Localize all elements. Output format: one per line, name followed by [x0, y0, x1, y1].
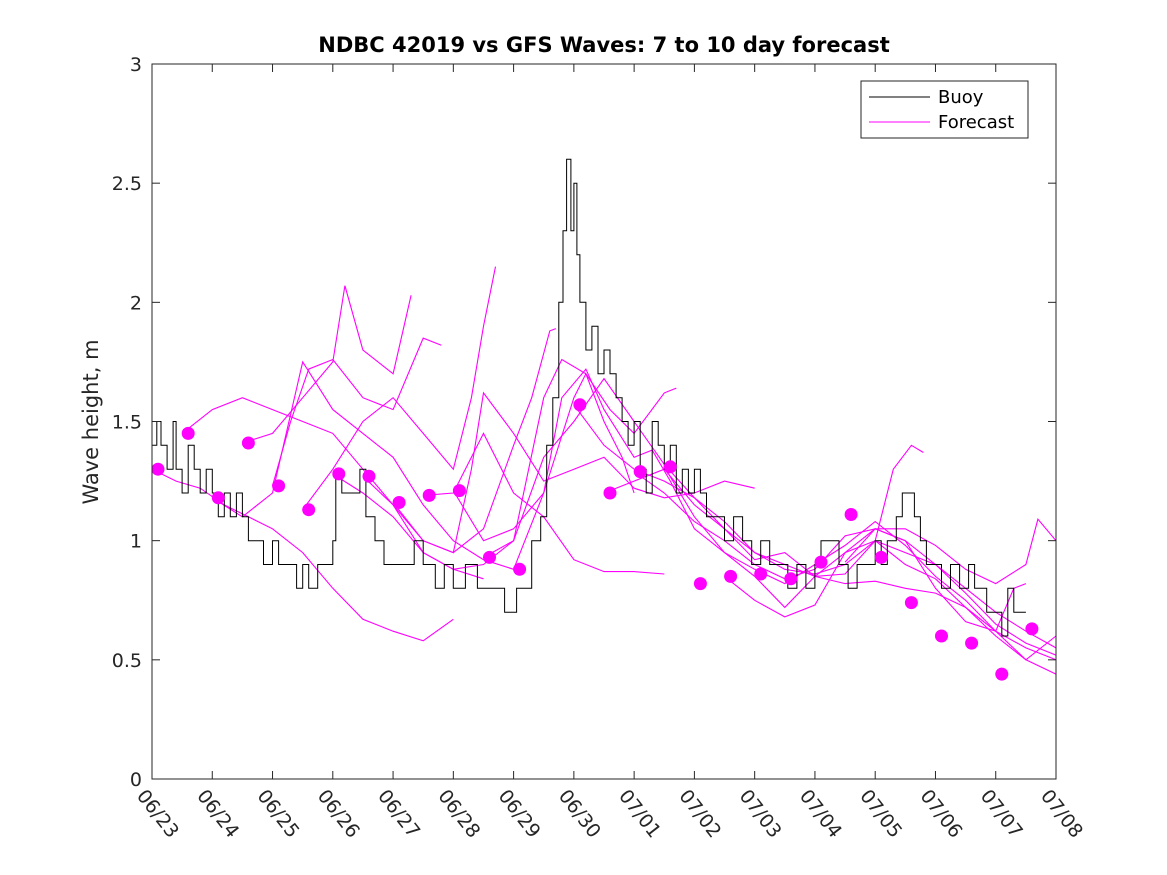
forecast-marker: [965, 636, 979, 650]
forecast-line: [242, 285, 412, 444]
forecast-marker: [272, 479, 286, 493]
y-tick-label: 0: [130, 769, 142, 791]
forecast-line: [603, 468, 1057, 675]
y-tick-label: 3: [130, 54, 142, 76]
forecast-marker: [211, 491, 225, 505]
legend: Buoy Forecast: [860, 80, 1029, 139]
forecast-marker: [241, 436, 255, 450]
forecast-line: [844, 518, 1057, 585]
forecast-marker: [452, 484, 466, 498]
forecast-line: [724, 528, 1027, 632]
forecast-marker: [995, 667, 1009, 681]
y-tick-label: 1.5: [112, 412, 142, 434]
legend-box: [860, 80, 1029, 139]
forecast-marker: [633, 465, 647, 479]
forecast-marker: [904, 596, 918, 610]
y-tick-label: 0.5: [112, 650, 142, 672]
forecast-marker: [814, 555, 828, 569]
y-tick-label: 2: [130, 292, 142, 314]
forecast-marker: [663, 460, 677, 474]
forecast-line: [663, 466, 1057, 661]
forecast-marker: [935, 629, 948, 643]
forecast-marker: [784, 572, 798, 586]
forecast-marker: [392, 496, 406, 509]
forecast-marker: [724, 569, 738, 583]
forecast-marker: [603, 486, 617, 500]
forecast-marker: [874, 550, 888, 564]
y-tick-label: 2.5: [112, 173, 142, 195]
forecast-marker: [513, 562, 527, 576]
legend-forecast-label: Forecast: [938, 112, 1014, 133]
forecast-marker: [754, 567, 768, 581]
forecast-marker: [483, 550, 496, 564]
chart-title: NDBC 42019 vs GFS Waves: 7 to 10 day for…: [318, 33, 889, 57]
legend-buoy-label: Buoy: [938, 87, 984, 108]
plot-area: [151, 158, 1057, 681]
forecast-marker: [422, 488, 436, 502]
forecast-marker: [302, 503, 316, 517]
forecast-marker: [181, 426, 195, 440]
y-tick-label: 1: [130, 531, 142, 553]
forecast-line: [513, 372, 635, 570]
forecast-line: [332, 358, 677, 570]
forecast-line: [212, 360, 514, 570]
forecast-line: [151, 468, 454, 642]
forecast-marker: [1025, 622, 1039, 636]
forecast-marker: [844, 508, 858, 521]
forecast-line: [302, 266, 497, 511]
buoy-line: [152, 158, 1026, 637]
forecast-marker: [332, 467, 346, 481]
forecast-line: [392, 328, 556, 554]
y-axis-label: Wave height, m: [79, 339, 103, 504]
forecast-marker: [362, 469, 376, 483]
forecast-marker: [573, 398, 587, 412]
forecast-line: [271, 337, 442, 487]
forecast-marker: [151, 462, 165, 476]
forecast-marker: [693, 577, 707, 591]
